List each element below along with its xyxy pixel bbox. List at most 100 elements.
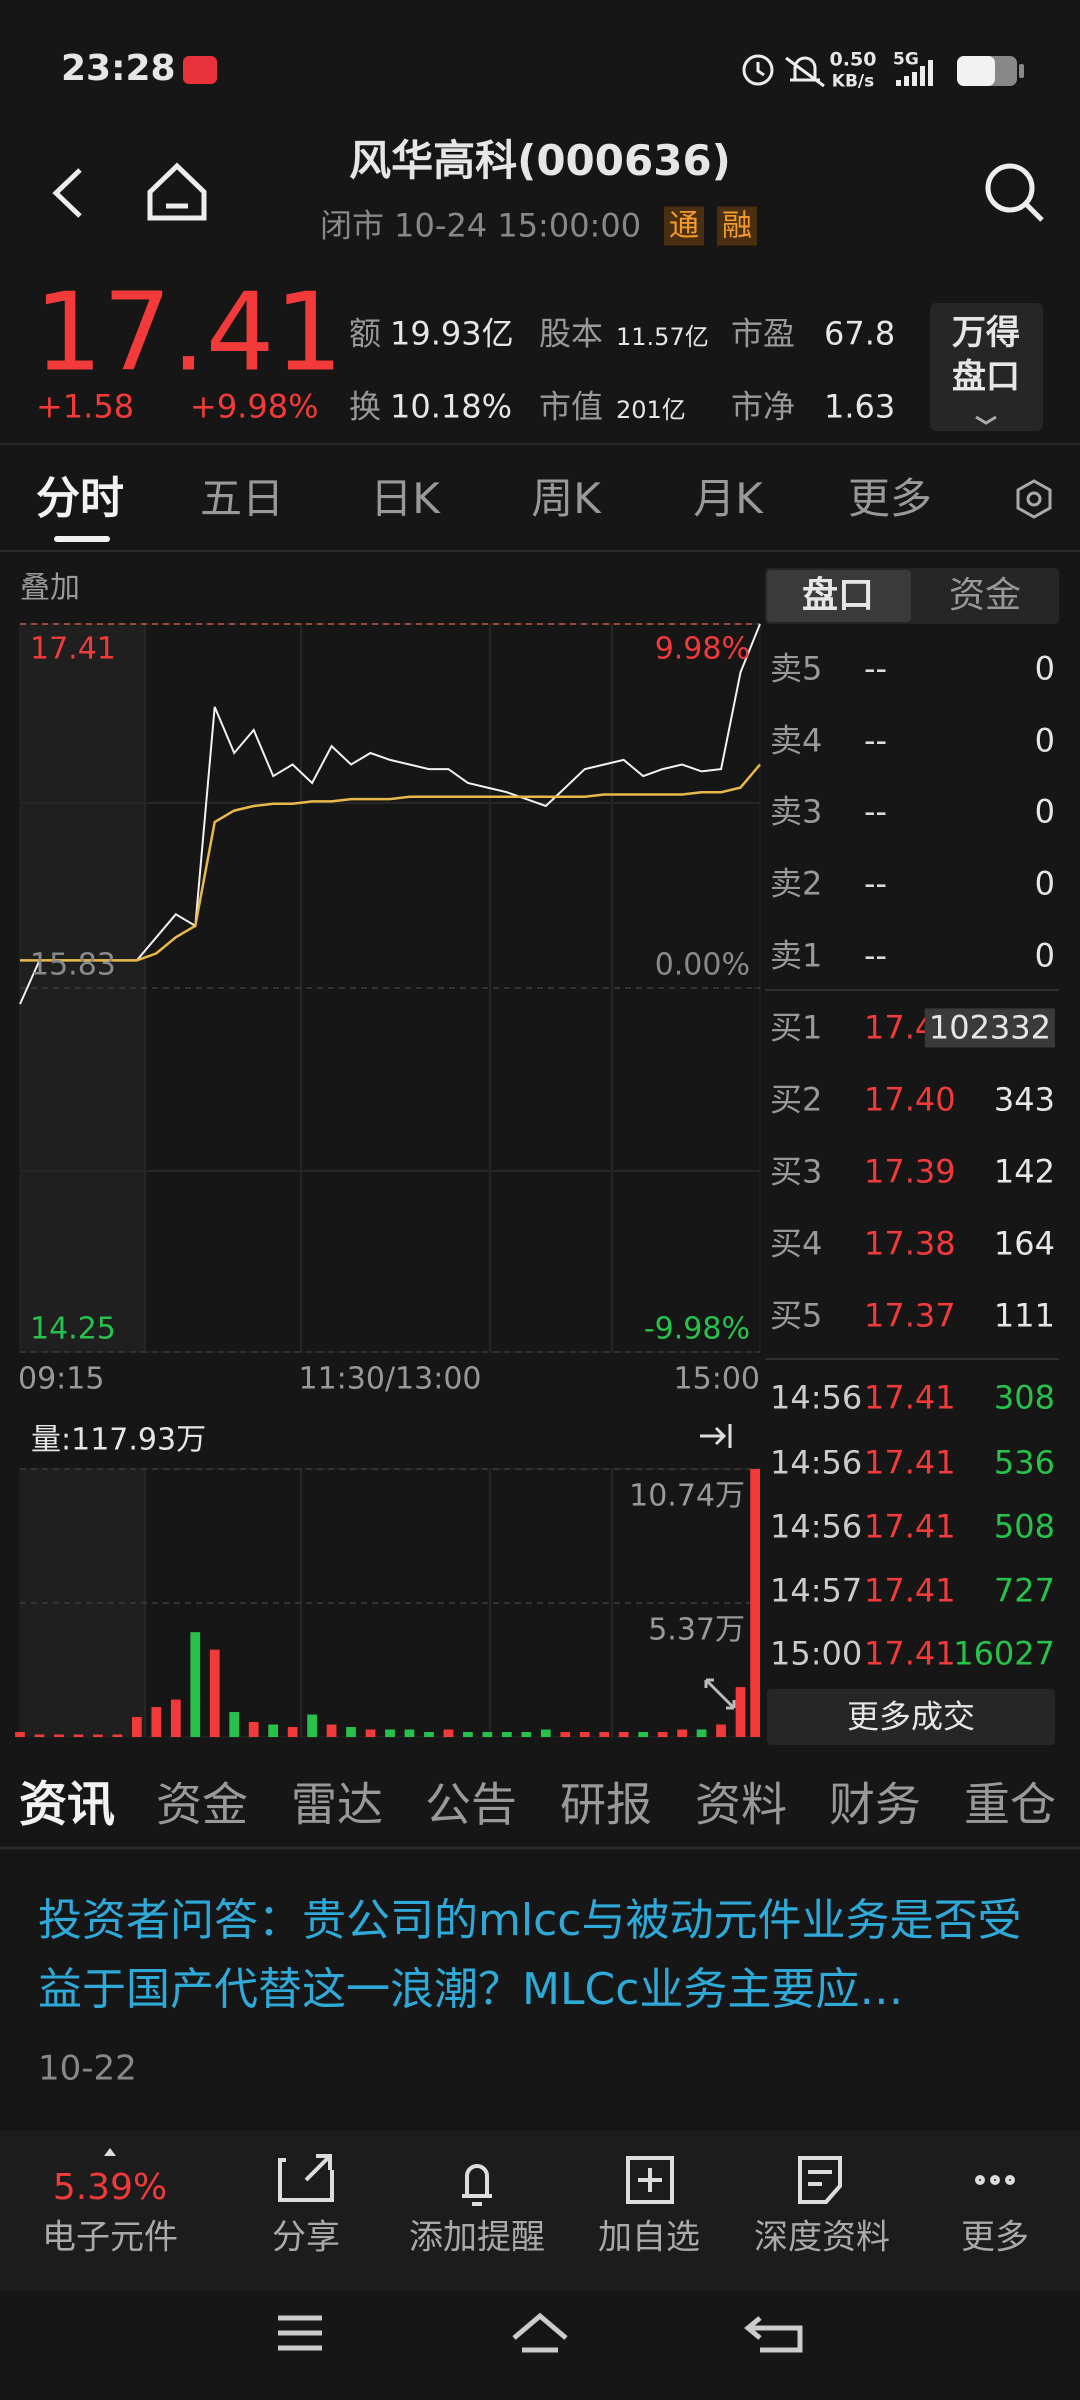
level-volume: 0 bbox=[1034, 721, 1055, 760]
action-label[interactable]: 添加提醒 bbox=[409, 2217, 545, 2258]
period-tab[interactable]: 日K bbox=[370, 473, 440, 523]
period-tab[interactable]: 月K bbox=[693, 473, 763, 523]
stat-value: 10.18% bbox=[390, 387, 513, 426]
volume-bar bbox=[385, 1729, 395, 1737]
action-label[interactable]: 更多 bbox=[961, 2217, 1029, 2258]
period-tab[interactable]: 五日 bbox=[199, 473, 285, 523]
level-price: 17.38 bbox=[864, 1224, 956, 1263]
level-volume: 102332 bbox=[924, 1008, 1055, 1048]
sector-arrow bbox=[104, 2148, 116, 2156]
news-tab[interactable]: 重仓 bbox=[964, 1777, 1056, 1832]
stat-label: 额 bbox=[349, 314, 382, 353]
volume-bar bbox=[346, 1727, 356, 1737]
volume-bar bbox=[404, 1729, 415, 1737]
net-unit: KB/s bbox=[831, 71, 875, 92]
trade-volume: 536 bbox=[993, 1443, 1055, 1482]
status-icons bbox=[742, 54, 825, 88]
news-tab[interactable]: 资讯 bbox=[18, 1776, 116, 1833]
action-label[interactable]: 加自选 bbox=[598, 2217, 700, 2258]
trade-price: 17.41 bbox=[864, 1634, 956, 1673]
level-volume: 111 bbox=[993, 1296, 1055, 1335]
collapse-icon[interactable] bbox=[700, 1424, 732, 1448]
book-tab[interactable]: 资金 bbox=[948, 575, 1022, 617]
level-label: 买3 bbox=[770, 1152, 823, 1191]
news-tab[interactable]: 研报 bbox=[560, 1777, 652, 1832]
trade-tag: 融 bbox=[717, 206, 757, 246]
volume-bar bbox=[560, 1732, 571, 1737]
level-price: 17.37 bbox=[864, 1296, 956, 1335]
level-label: 卖3 bbox=[770, 792, 823, 831]
level-label: 买2 bbox=[770, 1080, 823, 1119]
level-volume: 0 bbox=[1034, 649, 1055, 688]
trade-volume: 308 bbox=[993, 1378, 1055, 1417]
price-change-pct: +9.98% bbox=[190, 387, 319, 426]
chevron bbox=[975, 415, 997, 425]
book-tab-active[interactable] bbox=[767, 570, 911, 622]
level-volume: 164 bbox=[993, 1224, 1055, 1263]
stat-label: 市值 bbox=[539, 387, 604, 426]
volume-bar bbox=[287, 1727, 298, 1737]
overlay-button[interactable]: 叠加 bbox=[20, 570, 80, 606]
action-label[interactable]: 深度资料 bbox=[754, 2217, 890, 2258]
news-tab[interactable]: 资料 bbox=[695, 1777, 787, 1832]
clock: 23:28 bbox=[61, 48, 176, 90]
action-label[interactable]: 分享 bbox=[272, 2217, 340, 2258]
settings-button[interactable] bbox=[1016, 479, 1052, 519]
trade-volume: 16027 bbox=[953, 1634, 1055, 1673]
x-tick-label: 15:00 bbox=[673, 1361, 760, 1397]
wind-button[interactable]: 万得盘口 bbox=[952, 313, 1020, 397]
volume-bar bbox=[34, 1734, 45, 1737]
trade-price: 17.41 bbox=[864, 1378, 956, 1417]
level-price: -- bbox=[864, 936, 888, 975]
home-button[interactable] bbox=[147, 162, 207, 221]
trade-price: 17.41 bbox=[864, 1507, 956, 1546]
news-tab[interactable]: 财务 bbox=[829, 1777, 921, 1832]
volume-bar bbox=[365, 1729, 376, 1737]
news-tab[interactable]: 资金 bbox=[156, 1777, 248, 1832]
stat-value: 11.57亿 bbox=[616, 322, 709, 351]
level-volume: 0 bbox=[1034, 792, 1055, 831]
volume-label: 量:117.93万 bbox=[31, 1422, 207, 1458]
wind-button-bg[interactable] bbox=[930, 303, 1043, 431]
volume-bar bbox=[229, 1712, 240, 1737]
stat-label: 市净 bbox=[731, 387, 796, 426]
volume-bar bbox=[54, 1734, 64, 1737]
stat-value: 19.93亿 bbox=[390, 314, 514, 353]
volume-bar bbox=[424, 1732, 434, 1737]
net-speed: 0.50 bbox=[829, 48, 877, 71]
news-tab[interactable]: 雷达 bbox=[291, 1777, 383, 1832]
news-title[interactable]: 投资者问答：贵公司的mlcc与被动元件业务是否受益于国产代替这一浪潮？MLCc业… bbox=[38, 1895, 1022, 2015]
last-price: 17.41 bbox=[34, 270, 344, 396]
trade-time: 14:57 bbox=[770, 1571, 863, 1610]
period-tab[interactable]: 分时 bbox=[36, 472, 124, 524]
level-volume: 0 bbox=[1034, 864, 1055, 903]
period-tab[interactable]: 更多 bbox=[847, 473, 933, 523]
tab-underline bbox=[54, 536, 110, 542]
back-button[interactable] bbox=[52, 168, 82, 218]
volume-bar bbox=[657, 1732, 668, 1737]
search-button[interactable] bbox=[985, 163, 1044, 222]
news-date: 10-22 bbox=[38, 2048, 137, 2089]
book-tab[interactable]: 盘口 bbox=[801, 575, 875, 617]
stat-label: 换 bbox=[349, 387, 382, 426]
volume-bar bbox=[307, 1714, 317, 1737]
more-trades-bg[interactable] bbox=[767, 1689, 1055, 1745]
level-label: 买5 bbox=[770, 1296, 823, 1335]
more-trades[interactable]: 更多成交 bbox=[846, 1697, 976, 1736]
volume-bar bbox=[482, 1732, 493, 1737]
trade-time: 14:56 bbox=[770, 1443, 863, 1482]
volume-bar bbox=[696, 1729, 707, 1737]
bottom-bar bbox=[0, 2131, 1080, 2291]
sector-name[interactable]: 电子元件 bbox=[42, 2217, 178, 2258]
stat-value: 201亿 bbox=[616, 395, 686, 424]
period-tab[interactable]: 周K bbox=[531, 473, 601, 523]
stat-label: 市盈 bbox=[731, 314, 796, 353]
sector-change[interactable]: 5.39% bbox=[52, 2167, 168, 2209]
volume-bar bbox=[112, 1734, 123, 1737]
x-tick-label: 11:30/13:00 bbox=[298, 1361, 482, 1397]
expand-icon[interactable] bbox=[704, 1678, 736, 1710]
news-tab[interactable]: 公告 bbox=[425, 1777, 517, 1832]
nav-bar[interactable] bbox=[278, 2312, 803, 2353]
